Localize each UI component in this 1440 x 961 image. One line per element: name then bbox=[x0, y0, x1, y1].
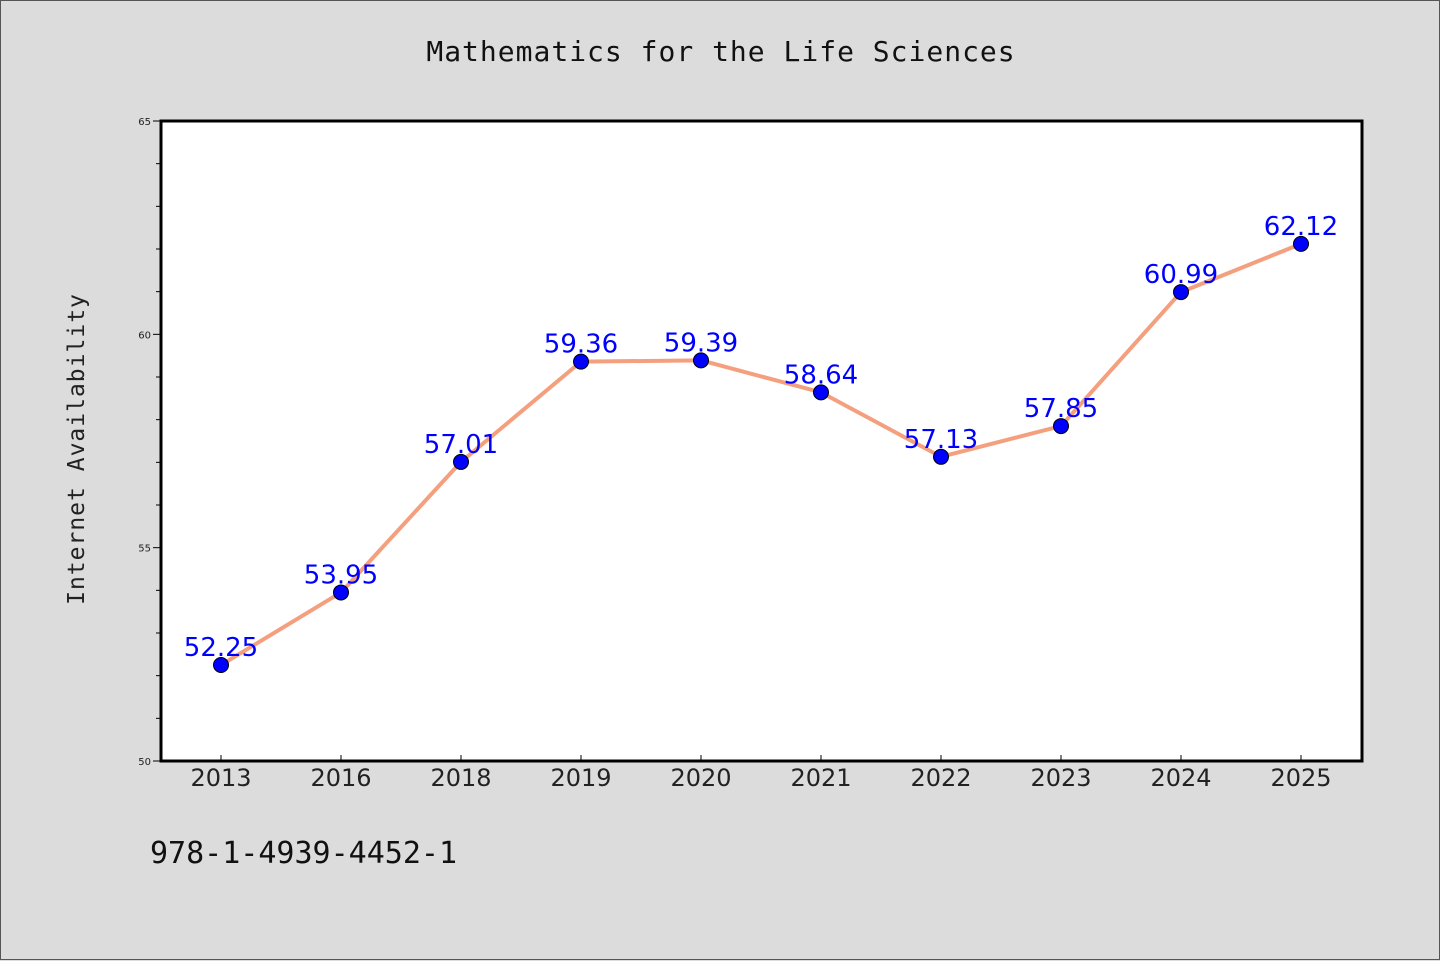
data-label: 60.99 bbox=[1144, 260, 1218, 290]
data-point bbox=[693, 352, 709, 369]
isbn-text: 978-1-4939-4452-1 bbox=[150, 836, 458, 871]
data-point bbox=[333, 584, 349, 601]
data-point bbox=[813, 384, 829, 401]
x-tick-label: 2020 bbox=[670, 764, 731, 792]
x-tick-label: 2023 bbox=[1030, 764, 1091, 792]
data-label: 57.13 bbox=[904, 425, 978, 455]
data-label: 57.85 bbox=[1024, 394, 1098, 424]
y-tick-label: 55 bbox=[138, 544, 151, 555]
data-markers bbox=[213, 235, 1309, 673]
x-tick-label: 2018 bbox=[430, 764, 491, 792]
data-point bbox=[453, 453, 469, 470]
x-tick-label: 2024 bbox=[1150, 764, 1211, 792]
data-label: 53.95 bbox=[304, 560, 378, 590]
chart-title: Mathematics for the Life Sciences bbox=[426, 35, 1016, 68]
y-tick-label: 50 bbox=[138, 757, 151, 768]
data-point bbox=[1293, 235, 1309, 252]
data-point bbox=[933, 448, 949, 465]
data-point bbox=[1173, 284, 1189, 301]
x-tick-label: 2016 bbox=[310, 764, 371, 792]
data-point bbox=[1053, 418, 1069, 435]
data-label: 52.25 bbox=[184, 633, 258, 663]
data-labels: 52.25 53.95 57.01 59.36 59.39 58.64 57.13 57.85… bbox=[184, 212, 1338, 663]
data-point bbox=[573, 353, 589, 370]
data-label: 59.39 bbox=[664, 328, 738, 358]
data-label: 57.01 bbox=[424, 430, 498, 460]
x-tick-label: 2019 bbox=[550, 764, 611, 792]
plot-area bbox=[159, 119, 1364, 763]
x-tick-label: 2025 bbox=[1270, 764, 1331, 792]
y-tick-label: 60 bbox=[138, 330, 151, 341]
x-tick-label: 2013 bbox=[190, 764, 251, 792]
y-axis-ticks: 50 55 60 65 bbox=[138, 117, 161, 768]
data-label: 59.36 bbox=[544, 330, 618, 360]
data-point bbox=[213, 657, 229, 673]
series-line bbox=[219, 241, 1303, 667]
x-tick-label: 2022 bbox=[910, 764, 971, 792]
y-tick-label: 65 bbox=[138, 117, 151, 128]
x-tick-label: 2021 bbox=[790, 764, 851, 792]
data-label: 58.64 bbox=[784, 360, 858, 390]
data-label: 62.12 bbox=[1264, 212, 1338, 242]
x-axis-ticks: 2013 2016 2018 2019 2020 2021 2022 2023 2024 2025 bbox=[190, 755, 1332, 792]
